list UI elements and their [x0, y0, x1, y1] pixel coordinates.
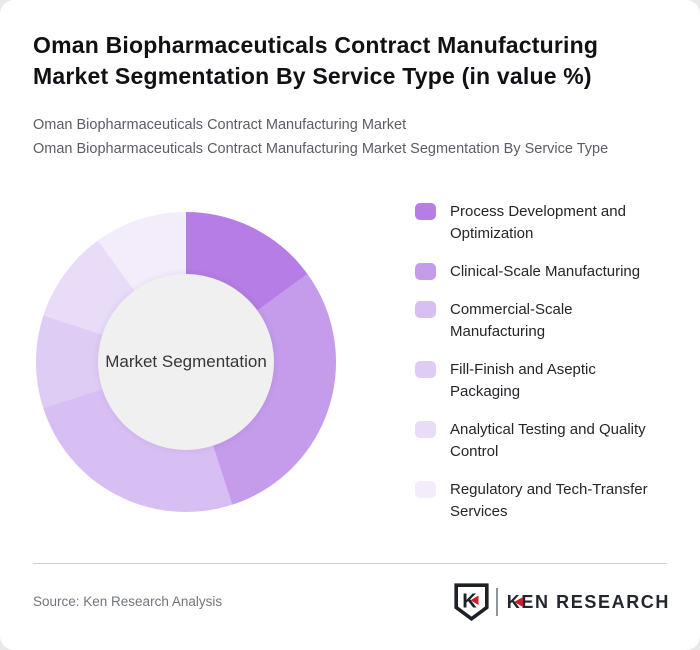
ken-research-shield-icon: K [454, 583, 489, 621]
subtitle-line-2: Oman Biopharmaceuticals Contract Manufac… [33, 141, 609, 157]
legend-label: Commercial-Scale Manufacturing [450, 301, 573, 340]
donut-chart: Market Segmentation [36, 212, 336, 512]
logo-wordmark-k: K [506, 591, 522, 612]
source-text: Source: Ken Research Analysis [33, 594, 223, 609]
footer-divider [33, 563, 667, 564]
legend-item: Fill-Finish and Aseptic Packaging [415, 359, 665, 403]
legend-label: Process Development and Optimization [450, 203, 626, 242]
legend-swatch [415, 421, 436, 438]
legend-label: Fill-Finish and Aseptic Packaging [450, 361, 596, 400]
logo-separator [495, 588, 498, 616]
legend-swatch [415, 263, 436, 280]
legend-item: Process Development and Optimization [415, 201, 665, 245]
donut-center: Market Segmentation [98, 274, 274, 450]
legend: Process Development and Optimization Cli… [415, 201, 665, 523]
legend-item: Analytical Testing and Quality Control [415, 419, 665, 463]
legend-swatch [415, 481, 436, 498]
legend-swatch [415, 361, 436, 378]
legend-item: Commercial-Scale Manufacturing [415, 299, 665, 343]
chart-title: Oman Biopharmaceuticals Contract Manufac… [33, 32, 599, 89]
chart-subtitles: Oman Biopharmaceuticals Contract Manufac… [33, 113, 693, 161]
legend-label: Regulatory and Tech-Transfer Services [450, 481, 648, 520]
legend-swatch [415, 301, 436, 318]
subtitle-line-1: Oman Biopharmaceuticals Contract Manufac… [33, 117, 407, 133]
legend-label: Analytical Testing and Quality Control [450, 421, 646, 460]
legend-item: Clinical-Scale Manufacturing [415, 261, 665, 283]
legend-label: Clinical-Scale Manufacturing [450, 263, 641, 280]
logo-wordmark-rest: EN RESEARCH [521, 591, 670, 612]
ken-research-logo: K KEN RESEARCH [454, 583, 670, 621]
logo-wordmark: KEN RESEARCH [507, 592, 670, 613]
legend-swatch [415, 203, 436, 220]
svg-text:K: K [462, 591, 477, 613]
donut-center-label: Market Segmentation [105, 352, 267, 371]
legend-item: Regulatory and Tech-Transfer Services [415, 479, 665, 523]
